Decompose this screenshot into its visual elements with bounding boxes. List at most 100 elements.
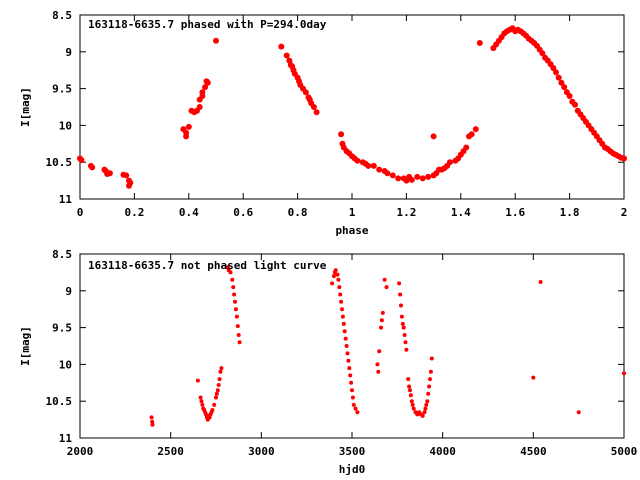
- x-tick-label: 0: [77, 206, 84, 219]
- data-point: [218, 369, 223, 374]
- data-point: [354, 157, 361, 164]
- data-point: [384, 285, 389, 290]
- data-point: [225, 265, 230, 270]
- data-point: [150, 419, 155, 424]
- x-tick-label: 0.6: [233, 206, 253, 219]
- y-tick-label: 10: [59, 358, 72, 371]
- data-point: [212, 402, 217, 407]
- data-point: [345, 351, 350, 356]
- data-point: [337, 285, 342, 290]
- data-point: [237, 340, 242, 345]
- data-point: [106, 170, 113, 177]
- x-tick-label: 0.2: [124, 206, 144, 219]
- data-point: [78, 157, 85, 163]
- data-point: [561, 84, 568, 91]
- data-point: [340, 307, 344, 312]
- data-point: [235, 324, 240, 329]
- x-tick-label: 1.4: [451, 206, 471, 219]
- chart-title-bottom: 163118-6635.7 not phased light curve: [88, 259, 327, 272]
- data-point: [408, 388, 412, 393]
- data-point: [423, 406, 428, 411]
- data-points-top: [77, 25, 627, 189]
- data-point: [622, 371, 626, 376]
- data-point: [380, 310, 385, 315]
- data-point: [207, 415, 212, 420]
- data-point: [555, 74, 562, 81]
- data-point: [427, 384, 432, 389]
- data-point: [339, 299, 344, 304]
- data-point: [217, 377, 222, 382]
- data-point: [351, 402, 356, 407]
- y-tick-label: 11: [59, 193, 73, 206]
- y-tick-label: 10.5: [46, 395, 73, 408]
- data-point: [336, 277, 341, 282]
- x-tick-label: 0.8: [288, 206, 308, 219]
- data-point: [202, 84, 209, 91]
- data-point: [233, 307, 238, 312]
- data-point: [399, 303, 403, 308]
- data-point: [330, 281, 335, 286]
- x-tick-label: 0.4: [179, 206, 199, 219]
- data-point: [425, 399, 430, 404]
- data-point: [214, 391, 219, 396]
- data-point: [389, 172, 396, 179]
- data-point: [340, 314, 345, 319]
- data-point: [346, 358, 351, 363]
- x-tick-label: 3000: [248, 445, 275, 458]
- x-tick-label: 1.6: [505, 206, 525, 219]
- data-point: [302, 89, 309, 96]
- data-point: [429, 356, 434, 361]
- y-tick-label: 9: [65, 46, 72, 59]
- data-point: [403, 340, 408, 345]
- data-point: [414, 173, 421, 180]
- x-axis-label-bottom: hjd0: [339, 463, 366, 476]
- x-tick-label: 3500: [339, 445, 366, 458]
- data-point: [89, 164, 96, 171]
- data-point: [400, 321, 405, 326]
- data-point: [410, 402, 415, 407]
- data-point: [213, 37, 219, 44]
- y-tick-label: 10: [59, 119, 72, 132]
- data-point: [198, 395, 203, 400]
- data-point: [476, 40, 483, 46]
- data-point: [230, 277, 235, 282]
- x-tick-label: 5000: [611, 445, 638, 458]
- data-point: [196, 104, 203, 110]
- data-point: [313, 109, 320, 116]
- data-point: [370, 162, 377, 169]
- data-point: [375, 362, 380, 367]
- not-phased-light-curve-chart: 2000 2500 3000 3500 4000 4500 5000 8.5 9 9.5 10 10.…: [19, 248, 637, 476]
- x-tick-label: 2000: [67, 445, 94, 458]
- data-point: [420, 413, 425, 418]
- data-point: [149, 415, 154, 420]
- data-point: [341, 321, 346, 326]
- data-point: [349, 380, 354, 385]
- data-point: [558, 79, 565, 86]
- data-point: [402, 333, 407, 337]
- data-point: [278, 43, 285, 50]
- data-point: [338, 292, 343, 297]
- y-axis-label-top: I[mag]: [19, 87, 32, 127]
- y-tick-label: 10.5: [46, 156, 73, 169]
- data-point: [538, 280, 543, 284]
- data-point: [355, 410, 360, 415]
- data-point: [576, 410, 581, 415]
- data-point: [338, 131, 345, 138]
- x-tick-label: 2500: [157, 445, 184, 458]
- data-point: [185, 123, 192, 130]
- axes-ticks-bottom: 2000 2500 3000 3500 4000 4500 5000 8.5 9 9.5 10 10.…: [46, 248, 638, 458]
- data-point: [283, 52, 290, 59]
- data-point: [199, 89, 206, 96]
- data-point: [353, 406, 358, 411]
- data-point: [123, 172, 130, 179]
- data-point: [379, 325, 383, 330]
- data-point: [333, 268, 338, 273]
- data-point: [384, 170, 391, 177]
- data-point: [376, 166, 383, 173]
- phased-light-curve-chart: 0 0.2 0.4 0.6 0.8 1 1.2 1.4 1.6 1.8 2 8.5 9 9.5 10 10.5…: [19, 9, 627, 237]
- x-tick-label: 1.2: [396, 206, 416, 219]
- x-tick-label: 4500: [520, 445, 547, 458]
- data-point: [344, 344, 349, 348]
- data-point: [539, 50, 546, 57]
